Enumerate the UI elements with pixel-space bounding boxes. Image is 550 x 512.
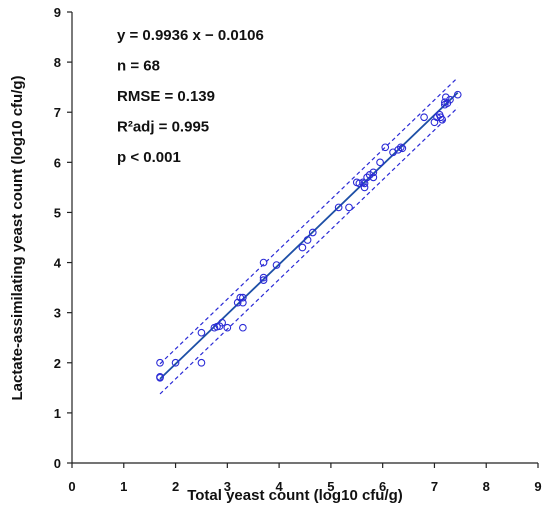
- y-tick-label: 9: [54, 5, 61, 20]
- stat-annotation: RMSE = 0.139: [117, 88, 215, 105]
- data-point: [259, 276, 268, 284]
- x-tick-label: 5: [327, 479, 334, 494]
- x-axis-title: Total yeast count (log10 cfu/g): [187, 487, 403, 504]
- y-tick-label: 0: [54, 456, 61, 471]
- stat-annotation: p < 0.001: [117, 149, 181, 166]
- y-axis-ticks: 0 1 2 3 4 5 6 7 8 9: [54, 5, 72, 471]
- data-point: [369, 173, 378, 182]
- x-tick-label: 6: [379, 479, 386, 494]
- x-axis-ticks: 0 1 2 3 4 5 6 7 8 9: [68, 463, 542, 494]
- data-point: [259, 258, 268, 267]
- data-point: [446, 95, 454, 104]
- y-tick-label: 7: [54, 105, 61, 120]
- data-point: [239, 323, 247, 332]
- data-point: [453, 90, 462, 99]
- x-tick-label: 2: [172, 479, 179, 494]
- data-point: [223, 323, 232, 332]
- data-point: [369, 168, 378, 177]
- data-point: [355, 179, 364, 188]
- statistics-annotations: y = 0.9936 x − 0.0106 n = 68 RMSE = 0.139 R…: [117, 27, 264, 166]
- y-axis-title: Lactate-assimilating yeast count (log10 …: [9, 75, 26, 400]
- stat-annotation: n = 68: [117, 58, 160, 75]
- x-tick-label: 1: [120, 479, 127, 494]
- lower-band-line: [159, 107, 459, 395]
- data-point: [171, 358, 180, 367]
- data-point: [239, 293, 247, 302]
- data-point: [298, 243, 307, 252]
- data-point: [334, 203, 343, 212]
- y-tick-label: 5: [54, 205, 61, 220]
- data-point: [156, 358, 164, 367]
- data-point: [259, 273, 268, 282]
- data-point: [376, 158, 384, 167]
- data-point: [359, 178, 367, 187]
- data-point: [197, 328, 206, 337]
- upper-band-line: [159, 77, 459, 365]
- data-point: [420, 113, 428, 122]
- y-tick-label: 8: [54, 55, 61, 70]
- x-tick-label: 9: [534, 479, 541, 494]
- y-tick-label: 2: [54, 356, 61, 371]
- x-tick-label: 7: [431, 479, 438, 494]
- y-tick-label: 6: [54, 155, 61, 170]
- data-point: [396, 143, 405, 152]
- data-point: [360, 183, 369, 192]
- data-point: [398, 144, 407, 153]
- x-tick-label: 0: [68, 479, 75, 494]
- regression-line: [159, 91, 459, 380]
- y-tick-label: 3: [54, 306, 61, 321]
- data-point: [197, 358, 206, 367]
- data-point: [303, 236, 312, 244]
- data-point: [308, 228, 317, 237]
- x-tick-label: 4: [275, 479, 283, 494]
- stat-annotation: y = 0.9936 x − 0.0106: [117, 27, 264, 44]
- x-tick-label: 3: [224, 479, 231, 494]
- regression-fit: [159, 91, 459, 380]
- data-point: [438, 115, 447, 124]
- y-tick-label: 1: [54, 406, 61, 421]
- data-point: [218, 318, 227, 327]
- data-point: [272, 261, 281, 269]
- confidence-band: [159, 77, 459, 395]
- y-tick-label: 4: [54, 256, 62, 271]
- data-point: [156, 372, 164, 381]
- data-point: [239, 298, 247, 307]
- stat-annotation: R²adj = 0.995: [117, 119, 209, 136]
- x-tick-label: 8: [483, 479, 490, 494]
- data-point: [381, 143, 390, 152]
- axes: [71, 12, 538, 464]
- data-point: [345, 203, 353, 212]
- data-points: [156, 90, 462, 382]
- data-point: [394, 145, 403, 154]
